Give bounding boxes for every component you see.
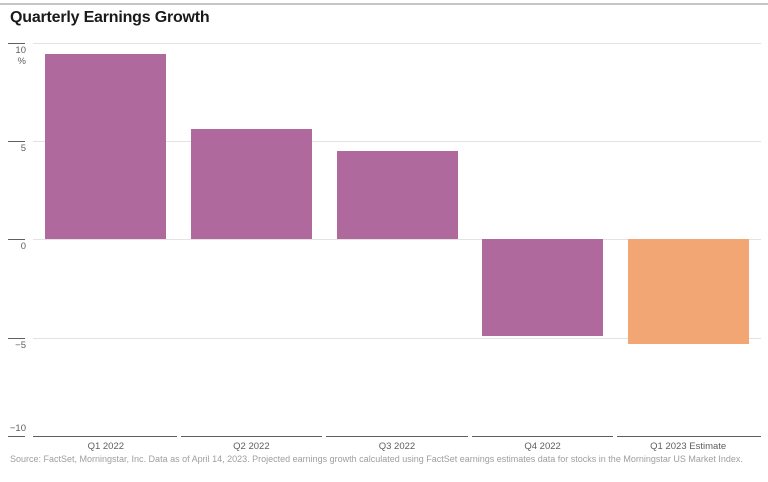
x-axis-segment-4: [471, 436, 614, 437]
bar-q2-2022: [190, 129, 312, 240]
gridline-5: [33, 140, 761, 142]
x-axis-segment-3: [326, 436, 468, 437]
gridline-10: [33, 42, 761, 44]
bar-q4-2022: [482, 239, 604, 336]
y-axis-unit-label: %: [17, 56, 26, 67]
x-tick-label-5: Q1 2023 Estimate: [650, 441, 727, 452]
x-axis-segment-5: [617, 436, 761, 437]
y-tick-label--5: −5: [15, 339, 26, 351]
bar-q1-2022: [45, 54, 167, 240]
bar-q3-2022: [336, 150, 458, 240]
y-axis-tick--10: [8, 436, 25, 437]
gridline--5: [33, 337, 761, 339]
gridline-0: [33, 239, 761, 241]
y-axis-tick-10: [8, 42, 25, 44]
y-tick-label-5: 5: [20, 142, 26, 154]
chart-title: Quarterly Earnings Growth: [10, 9, 210, 26]
x-axis-segment-2: [180, 436, 323, 437]
y-tick-label-0: 0: [20, 241, 26, 253]
source-attribution: Source: FactSet, Morningstar, Inc. Data …: [10, 454, 743, 464]
y-axis-tick--5: [8, 337, 25, 339]
top-border-rule: [0, 3, 768, 5]
y-axis-tick-0: [8, 239, 25, 241]
x-tick-label-1: Q1 2022: [87, 441, 125, 452]
bar-q1-2023-estimate: [627, 239, 749, 344]
x-tick-label-3: Q3 2022: [378, 441, 416, 452]
x-axis-segment-1: [33, 436, 177, 437]
y-tick-label--10: −10: [9, 423, 26, 434]
y-tick-label-10: 10: [15, 44, 26, 56]
x-tick-label-2: Q2 2022: [233, 441, 270, 452]
y-axis-tick-5: [8, 140, 25, 142]
x-tick-label-4: Q4 2022: [524, 441, 561, 452]
